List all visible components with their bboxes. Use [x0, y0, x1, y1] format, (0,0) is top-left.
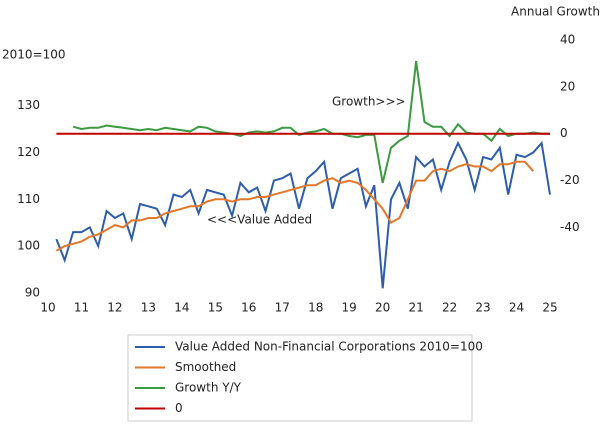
x-tick-label: 16 [241, 301, 256, 315]
annotation: <<<Value Added [207, 213, 312, 227]
x-tick-label: 25 [542, 301, 557, 315]
legend-label: Value Added Non-Financial Corporations 2… [175, 340, 483, 354]
y2-axis-label: Annual Growth [511, 5, 600, 19]
y2-tick-label: 40 [560, 33, 575, 47]
legend-label: Growth Y/Y [175, 381, 242, 395]
y-tick-label: 120 [17, 145, 40, 159]
x-tick-label: 21 [408, 301, 423, 315]
series-line [55, 160, 535, 252]
x-tick-label: 20 [375, 301, 390, 315]
x-tick-label: 12 [107, 301, 122, 315]
x-tick-label: 13 [141, 301, 156, 315]
x-tick-label: 23 [475, 301, 490, 315]
y-tick-label: 110 [17, 192, 40, 206]
x-tick-label: 18 [308, 301, 323, 315]
x-tick-label: 14 [174, 301, 189, 315]
x-tick-label: 19 [342, 301, 357, 315]
x-tick-label: 24 [509, 301, 524, 315]
x-tick-label: 17 [275, 301, 290, 315]
y-axis-label: 2010=100 [2, 48, 66, 62]
y2-tick-label: 0 [560, 126, 568, 140]
x-tick-label: 22 [442, 301, 457, 315]
y-tick-label: 90 [25, 286, 40, 300]
x-tick-label: 11 [74, 301, 89, 315]
legend-label: Smoothed [175, 360, 236, 374]
legend-label: 0 [175, 401, 183, 415]
y2-tick-label: -40 [560, 220, 580, 234]
x-tick-label: 15 [208, 301, 223, 315]
y-tick-label: 130 [17, 98, 40, 112]
y-tick-label: 100 [17, 239, 40, 253]
x-tick-label: 10 [40, 301, 55, 315]
y2-tick-label: -20 [560, 173, 580, 187]
y2-tick-label: 20 [560, 79, 575, 93]
series-line [72, 60, 550, 184]
legend-box [127, 334, 473, 422]
annotation: Growth>>> [332, 95, 406, 109]
